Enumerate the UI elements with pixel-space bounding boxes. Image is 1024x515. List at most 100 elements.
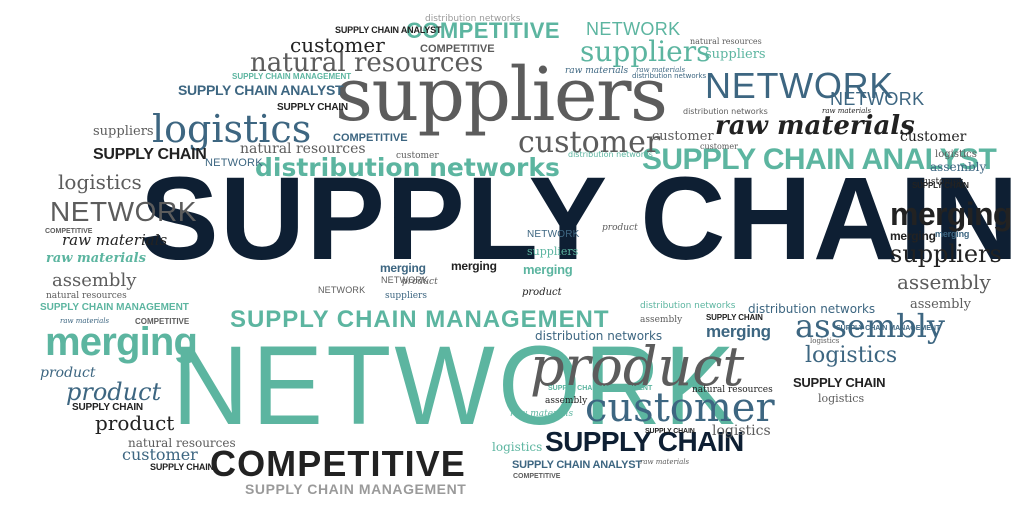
word-product-left-small: product	[40, 365, 96, 381]
word-merging-right-3: merging	[890, 229, 936, 243]
word-product-large: product	[530, 335, 745, 398]
word-sc-tiny-top: SUPPLY CHAIN	[277, 102, 348, 113]
word-sc-right-tiny-2: SUPPLY CHAIN	[912, 181, 969, 190]
word-competitive-top: COMPETITIVE	[406, 18, 560, 43]
word-network-left: NETWORK	[50, 196, 198, 227]
word-competitive-large: COMPETITIVE	[210, 443, 466, 484]
word-sc-left-bottom: SUPPLY CHAIN	[72, 402, 143, 413]
word-supply-chain-main: SUPPLY CHAIN	[140, 153, 1020, 285]
word-natural-resources-right-tiny: natural resources	[690, 37, 762, 46]
word-sc-tiny-right-2: SUPPLY CHAIN	[645, 428, 695, 435]
word-scm-mid: SUPPLY CHAIN MANAGEMENT	[230, 306, 610, 333]
word-competitive-tiny-top-2: COMPETITIVE	[420, 43, 495, 55]
word-raw-materials-bottom: raw materials	[640, 458, 690, 466]
word-raw-materials-large: raw materials	[715, 111, 915, 141]
word-assembly-tiny-mid: assembly	[545, 396, 588, 406]
word-dn-right-1: distribution networks	[640, 301, 736, 311]
word-logistics-teal-bottom: logistics	[492, 440, 543, 454]
word-assembly-right: assembly	[795, 307, 945, 345]
word-raw-materials-teal-left: raw materials	[46, 251, 146, 266]
word-sca-top-left: SUPPLY CHAIN ANALYST	[178, 82, 344, 98]
word-raw-materials-tiny-mid: raw materials	[510, 409, 574, 419]
word-network-top: NETWORK	[586, 19, 681, 39]
word-network-right-2: NETWORK	[830, 89, 925, 109]
word-product-mid-tiny-2: product	[522, 287, 562, 298]
word-network-mid-tiny: NETWORK	[318, 285, 366, 295]
word-assembly-mid-tiny: assembly	[640, 315, 683, 325]
word-raw-materials-tiny-2: raw materials	[822, 107, 872, 115]
word-network-large: NETWORK	[172, 323, 739, 448]
word-competitive-tiny-left: COMPETITIVE	[45, 228, 93, 235]
word-natural-resources-top: natural resources	[250, 48, 484, 78]
word-suppliers-mid-tiny-2: suppliers	[385, 291, 427, 301]
word-logistics-bottom-right: logistics	[712, 423, 771, 439]
word-product-black: product	[95, 411, 175, 435]
word-assembly-left: assembly	[52, 270, 137, 291]
word-dn-teal-tiny: distribution networks	[568, 150, 653, 159]
word-network-mid-tiny-2: NETWORK	[527, 229, 580, 240]
word-merging-right-2: merging	[706, 322, 771, 341]
word-suppliers-teal-top: suppliers	[580, 35, 711, 68]
word-competitive-tiny-2: COMPETITIVE	[135, 317, 190, 326]
word-sc-right-bottom: SUPPLY CHAIN	[793, 375, 886, 390]
word-scm-tiny-right: SUPPLY CHAIN MANAGEMENT	[548, 385, 653, 392]
word-merging-right: merging	[890, 196, 1012, 232]
word-natural-resources-left: natural resources	[46, 291, 127, 301]
word-logistics-right-tiny-2: logistics	[935, 149, 977, 160]
word-customer-tiny: customer	[396, 151, 439, 161]
word-distribution-networks: distribution networks	[255, 153, 560, 182]
word-raw-materials-tiny-left: raw materials	[60, 317, 110, 325]
word-natural-resources-mid: natural resources	[240, 141, 366, 157]
word-dn-right-2: distribution networks	[748, 302, 876, 316]
word-competitive-tiny-bottom: COMPETITIVE	[513, 473, 561, 480]
word-customer-mid: customer	[518, 125, 661, 160]
word-scm-bottom: SUPPLY CHAIN MANAGEMENT	[245, 481, 467, 497]
word-logistics-right-tiny-3: logistics	[810, 337, 840, 345]
word-logistics-right-2: logistics	[805, 343, 898, 368]
word-suppliers-top-right: suppliers	[705, 47, 766, 62]
word-assembly-right-3: assembly	[910, 297, 971, 312]
word-raw-materials-left: raw materials	[62, 231, 168, 249]
word-natural-resources-bottom: natural resources	[128, 436, 236, 450]
word-scm-right-tiny: SUPPLY CHAIN MANAGEMENT	[836, 325, 941, 332]
word-customer-right: customer	[652, 129, 714, 144]
word-logistics-right-tiny: logistics	[818, 392, 865, 405]
word-sca-tiny-top: SUPPLY CHAIN ANALYST	[335, 25, 442, 35]
word-sca-bottom: SUPPLY CHAIN ANALYST	[512, 459, 642, 471]
word-merging-mid-1: merging	[451, 259, 497, 273]
word-customer-top: customer	[290, 33, 385, 57]
word-network-left-small: NETWORK	[205, 157, 263, 169]
word-suppliers-mid-tiny: suppliers	[527, 245, 579, 258]
word-dn-tiny-right: distribution networks	[683, 107, 768, 116]
word-product-left: product	[66, 378, 162, 406]
word-logistics-left: logistics	[58, 170, 142, 194]
word-raw-materials-tiny-top-2: raw materials	[636, 66, 686, 74]
word-sc-tiny-bottom-left: SUPPLY CHAIN	[150, 462, 214, 472]
word-assembly-right-tiny: assembly	[930, 160, 987, 174]
word-suppliers-large: suppliers	[335, 52, 668, 138]
word-merging-right-4: merging	[935, 229, 970, 239]
word-network-mid-tiny-3: NETWORK	[381, 275, 429, 285]
word-network-right: NETWORK	[705, 65, 895, 106]
word-customer-far-right: customer	[900, 129, 967, 145]
word-dn-tiny-top-2: distribution networks	[632, 72, 707, 80]
word-merging-left: merging	[45, 320, 198, 364]
word-scm-tiny-top: SUPPLY CHAIN MANAGEMENT	[232, 72, 352, 81]
word-product-mid-tiny: product	[602, 223, 638, 233]
word-natural-resources-tiny-right: natural resources	[692, 385, 773, 395]
word-customer-right-2: customer	[920, 177, 963, 187]
word-competitive-small-1: COMPETITIVE	[333, 132, 408, 144]
word-merging-mid-2: merging	[523, 262, 573, 277]
word-suppliers-right: suppliers	[890, 240, 1002, 268]
word-raw-materials-small-1: raw materials	[565, 66, 629, 76]
word-logistics-large: logistics	[152, 107, 312, 151]
word-dn-mid: distribution networks	[535, 329, 663, 343]
word-sc-left: SUPPLY CHAIN	[93, 146, 207, 163]
word-product-mid-tiny-3: product	[402, 277, 438, 287]
word-assembly-right-2: assembly	[897, 270, 991, 294]
word-sc-mid-tiny: SUPPLY CHAIN	[706, 313, 763, 322]
word-dn-top: distribution networks	[425, 14, 521, 24]
word-merging-mid-3: merging	[380, 261, 426, 275]
word-customer-bottom-left: customer	[122, 445, 198, 464]
